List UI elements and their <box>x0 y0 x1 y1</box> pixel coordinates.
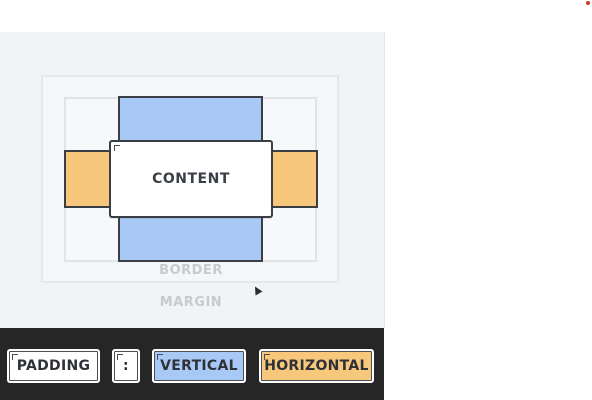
vertical-chip[interactable]: VERTICAL <box>152 349 246 383</box>
horizontal-padding-left <box>64 150 112 208</box>
padding-chip[interactable]: PADDING <box>7 349 100 383</box>
vertical-chip-label: VERTICAL <box>160 358 238 374</box>
mouse-pointer-icon <box>251 284 263 296</box>
margin-label: MARGIN <box>159 295 223 310</box>
red-dot-icon <box>586 1 590 5</box>
horizontal-padding-right <box>270 150 318 208</box>
content-label: CONTENT <box>152 171 230 187</box>
property-toolbar: PADDING : VERTICAL HORIZONTAL <box>0 328 384 400</box>
colon-chip[interactable]: : <box>112 349 140 383</box>
content-box[interactable]: CONTENT <box>109 140 273 218</box>
border-label: BORDER <box>159 263 223 278</box>
box-model-diagram: CONTENT BORDER MARGIN <box>0 32 384 328</box>
horizontal-chip[interactable]: HORIZONTAL <box>259 349 374 383</box>
horizontal-chip-label: HORIZONTAL <box>264 358 369 374</box>
colon-chip-label: : <box>123 358 129 374</box>
padding-chip-label: PADDING <box>16 358 91 374</box>
